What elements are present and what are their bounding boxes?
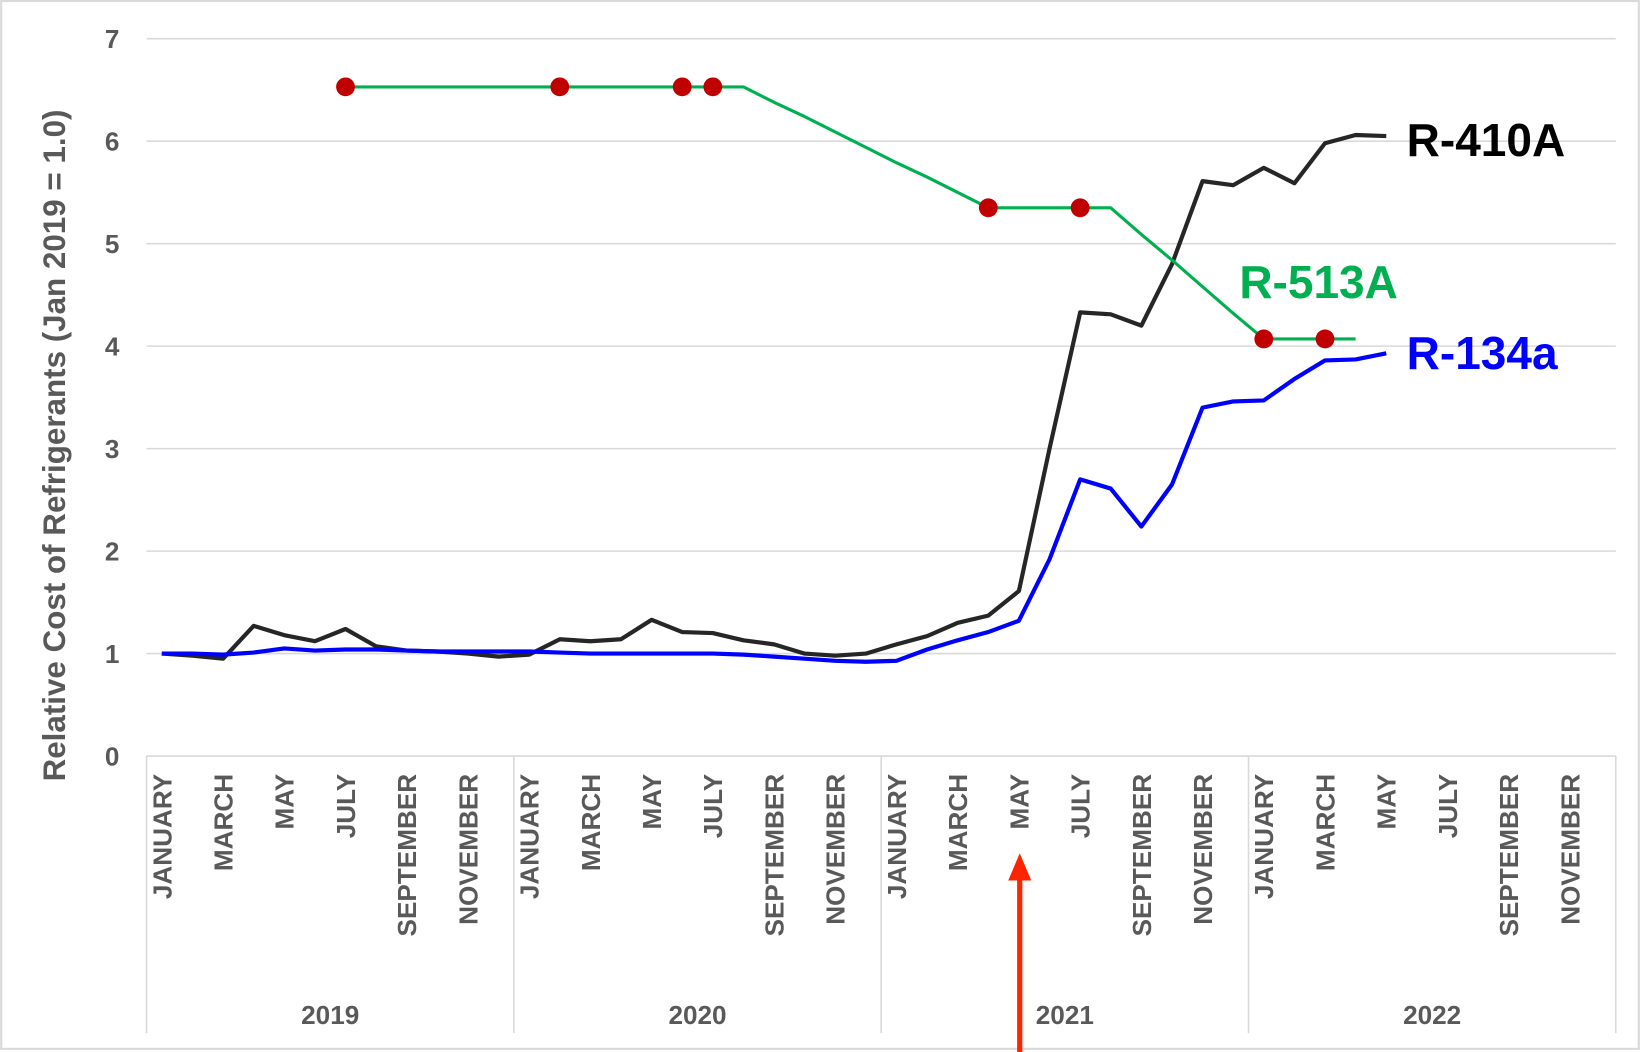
series-label: R-410A: [1407, 114, 1566, 166]
year-label: 2021: [1036, 1000, 1094, 1030]
series-label: R-134a: [1407, 327, 1558, 379]
year-label: 2020: [668, 1000, 726, 1030]
data-point: [1070, 198, 1090, 218]
series-line: [161, 351, 1387, 664]
x-tick-label: JANUARY: [1249, 774, 1279, 899]
x-tick-label: NOVEMBER: [821, 774, 851, 925]
data-point: [550, 77, 570, 97]
x-tick-label: MARCH: [1310, 774, 1340, 871]
x-tick-label: JANUARY: [147, 774, 177, 899]
x-tick-label: JULY: [1066, 774, 1096, 838]
x-tick-label: JULY: [698, 774, 728, 838]
x-tick-label: MAY: [1004, 774, 1034, 830]
x-tick-label: JANUARY: [882, 774, 912, 899]
x-tick-label: MAY: [270, 774, 300, 830]
series-line: [345, 85, 1356, 341]
x-tick-label: MAY: [637, 774, 667, 830]
year-label: 2019: [301, 1000, 359, 1030]
y-tick-label: 6: [105, 127, 120, 157]
x-tick-label: MAY: [1372, 774, 1402, 830]
x-tick-label: NOVEMBER: [453, 774, 483, 925]
x-tick-label: SEPTEMBER: [392, 774, 422, 937]
x-tick-label: JANUARY: [515, 774, 545, 899]
x-tick-label: JULY: [1433, 774, 1463, 838]
y-tick-label: 2: [105, 537, 120, 567]
x-tick-label: MARCH: [208, 774, 238, 871]
x-tick-label: SEPTEMBER: [1127, 774, 1157, 937]
data-point: [672, 77, 692, 97]
y-tick-label: 4: [105, 332, 120, 362]
x-tick-label: NOVEMBER: [1555, 774, 1585, 925]
y-axis-title: Relative Cost of Refrigerants (Jan 2019 …: [37, 110, 72, 782]
series-line: [161, 132, 1387, 661]
x-tick-label: JULY: [331, 774, 361, 838]
data-point: [1254, 329, 1274, 349]
x-tick-label: NOVEMBER: [1188, 774, 1218, 925]
x-tick-label: MARCH: [576, 774, 606, 871]
x-tick-label: SEPTEMBER: [759, 774, 789, 937]
y-tick-label: 0: [105, 741, 120, 771]
arrow-head: [1008, 853, 1032, 881]
x-tick-label: SEPTEMBER: [1494, 774, 1524, 937]
x-tick-label: MARCH: [943, 774, 973, 871]
y-tick-label: 7: [105, 24, 120, 54]
data-point: [1315, 329, 1335, 349]
y-tick-label: 3: [105, 434, 120, 464]
y-tick-label: 5: [105, 229, 120, 259]
annotation-arrow: [1008, 853, 1032, 1052]
data-point: [703, 77, 723, 97]
year-label: 2022: [1403, 1000, 1461, 1030]
y-tick-label: 1: [105, 639, 120, 669]
series-label: R-513A: [1239, 256, 1398, 308]
data-point: [336, 77, 355, 97]
data-point: [978, 198, 998, 218]
